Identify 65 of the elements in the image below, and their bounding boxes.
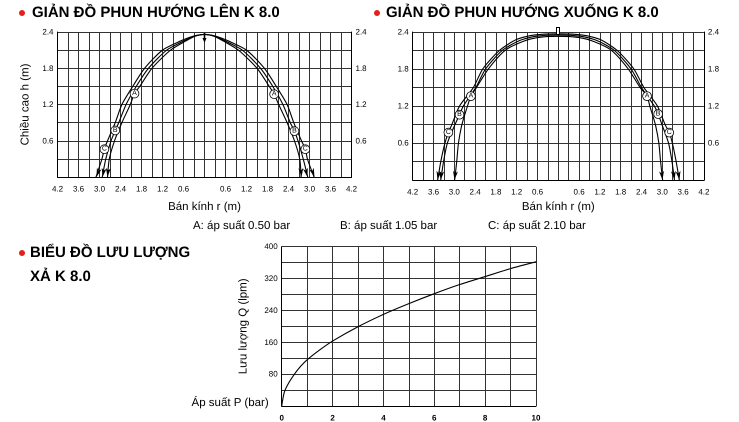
y-tick-label: 160 xyxy=(264,338,278,347)
text: BIỂU ĐỒ LƯU LƯỢNG XẢ K 8.0 xyxy=(30,242,192,287)
y-tick-label: 240 xyxy=(264,306,278,315)
chart-title: GIẢN ĐỒ PHUN HƯỚNG XUỐNG K 8.0 xyxy=(386,4,660,22)
x-tick-label: 0.6 xyxy=(532,188,544,197)
x-tick-label: 2.4 xyxy=(636,188,648,197)
y-axis-title: Chiều cao h (m) xyxy=(19,63,32,146)
x-tick-label: 0.6 xyxy=(178,184,190,194)
x-tick-label: 3.6 xyxy=(678,188,690,197)
y-tick-label: 2.4 xyxy=(398,28,410,36)
x-tick-label: 1.2 xyxy=(511,188,523,197)
y-axis-title: Lưu lượng Q (lpm) xyxy=(238,278,250,374)
x-axis-title: Bán kính r (m) xyxy=(168,201,242,213)
y2-tick-label: 0.6 xyxy=(708,138,720,148)
x-tick-label: 0.6 xyxy=(220,184,232,194)
x-tick-label: 3.0 xyxy=(304,184,316,194)
x-tick-label: 0 xyxy=(279,414,284,422)
y-tick-label: 320 xyxy=(264,274,278,284)
x-tick-label: 3.0 xyxy=(94,184,106,194)
x-tick-label: 3.0 xyxy=(448,188,460,197)
x-tick-label: 3.0 xyxy=(656,188,668,197)
x-tick-label: 1.2 xyxy=(240,184,253,194)
x-axis-title: Áp suất P (bar) xyxy=(192,396,269,410)
y2-tick-label: 2.4 xyxy=(356,28,368,36)
y-tick-label: 1.8 xyxy=(42,64,54,73)
x-tick-label: 2.4 xyxy=(470,188,482,197)
x-tick-label: 4.2 xyxy=(52,184,64,194)
y2-tick-label: 2.4 xyxy=(708,28,720,36)
x-tick-label: 4.2 xyxy=(346,184,358,194)
x-tick-label: 6 xyxy=(432,414,438,422)
x-tick-label: 1.2 xyxy=(594,188,606,197)
x-tick-label: 10 xyxy=(532,414,541,422)
x-tick-label: 0.6 xyxy=(574,188,586,197)
y-tick-label: 1.2 xyxy=(42,100,54,109)
x-tick-label: 3.6 xyxy=(72,184,85,194)
x-tick-label: 1.2 xyxy=(156,184,169,194)
y2-tick-label: 0.6 xyxy=(356,136,368,146)
text: A: áp suất 0.50 bar xyxy=(193,219,290,233)
text: C: áp suất 2.10 bar xyxy=(488,219,586,233)
x-tick-label: 2 xyxy=(330,414,336,422)
x-tick-label: 4.2 xyxy=(407,188,419,197)
x-tick-label: 3.6 xyxy=(428,188,440,197)
x-tick-label: 1.8 xyxy=(490,188,502,197)
x-tick-label: 1.8 xyxy=(615,188,627,197)
chart-title: GIẢN ĐỒ PHUN HƯỚNG LÊN K 8.0 xyxy=(32,4,281,22)
y2-tick-label: 1.2 xyxy=(708,102,720,111)
x-axis-title: Bán kính r (m) xyxy=(522,201,595,213)
x-tick-label: 8 xyxy=(482,414,488,422)
y-tick-label: 1.2 xyxy=(398,102,410,111)
y-tick-label: 1.8 xyxy=(398,64,410,74)
y2-tick-label: 1.8 xyxy=(708,64,720,74)
y-tick-label: 80 xyxy=(268,370,278,379)
y-tick-label: 0.6 xyxy=(398,138,410,148)
x-tick-label: 3.6 xyxy=(324,184,337,194)
x-tick-label: 1.8 xyxy=(136,184,148,194)
y-tick-label: 2.4 xyxy=(42,28,54,36)
x-tick-label: 4 xyxy=(381,414,386,422)
x-tick-label: 2.4 xyxy=(282,184,295,194)
y-tick-label: 400 xyxy=(264,242,278,252)
x-tick-label: 2.4 xyxy=(114,184,127,194)
y-tick-label: 0.6 xyxy=(42,136,54,146)
x-tick-label: 4.2 xyxy=(698,188,710,197)
y2-tick-label: 1.2 xyxy=(356,100,368,109)
y2-tick-label: 1.8 xyxy=(356,64,368,73)
text: B: áp suất 1.05 bar xyxy=(340,219,438,233)
